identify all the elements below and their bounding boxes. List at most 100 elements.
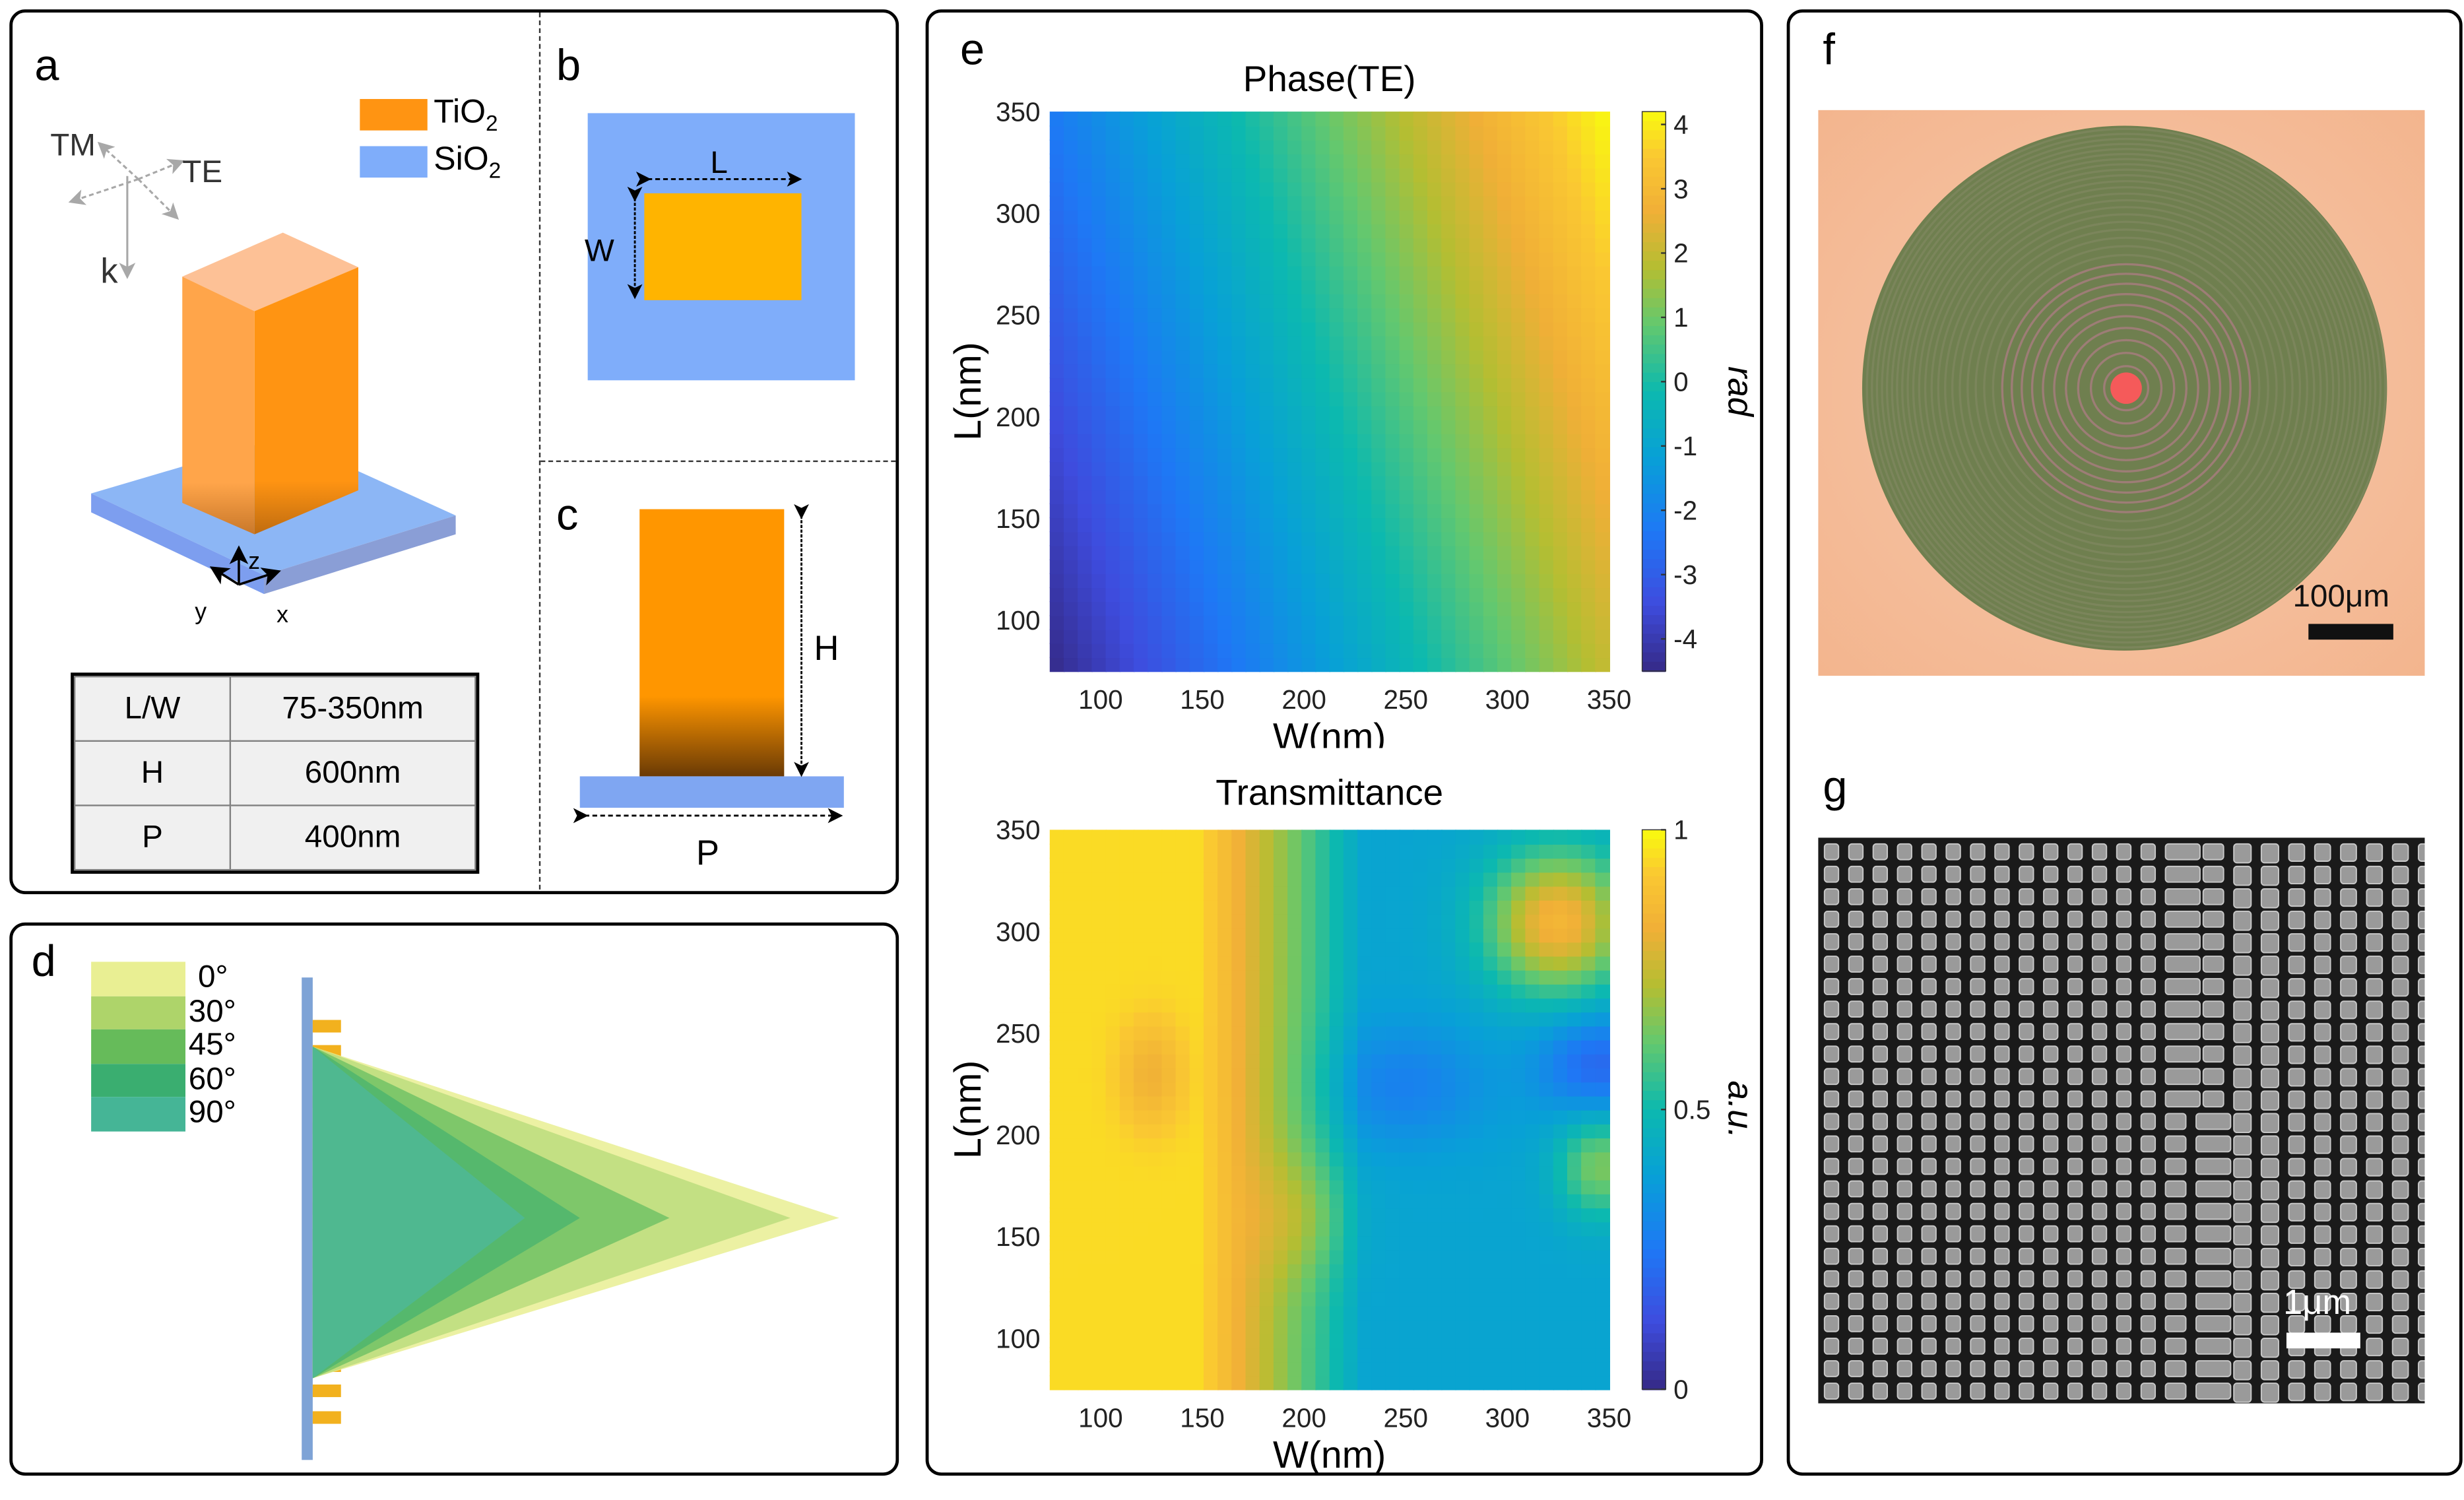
heatmap-cell bbox=[1581, 657, 1596, 672]
heatmap-cell bbox=[1105, 927, 1121, 943]
heatmap-cell bbox=[1455, 279, 1471, 295]
heatmap-cell bbox=[1469, 139, 1485, 155]
heatmap-cell bbox=[1371, 475, 1386, 490]
heatmap-cell bbox=[1091, 1039, 1107, 1055]
nanopillar bbox=[2116, 1315, 2132, 1332]
heatmap-cell bbox=[1567, 475, 1582, 490]
heatmap-cell bbox=[1175, 125, 1191, 141]
substrate-side-view bbox=[579, 776, 844, 808]
heatmap-cell bbox=[1063, 1207, 1079, 1223]
heatmap-cell bbox=[1469, 1291, 1485, 1307]
heatmap-cell bbox=[1049, 1165, 1065, 1181]
heatmap-cell bbox=[1301, 1319, 1316, 1334]
heatmap-cell bbox=[1148, 447, 1163, 463]
heatmap-cell bbox=[1399, 601, 1415, 616]
heatmap-cell bbox=[1511, 1039, 1526, 1055]
nanopillar bbox=[2391, 1135, 2409, 1154]
heatmap-cell bbox=[1497, 956, 1512, 971]
nanopillar bbox=[1848, 1113, 1864, 1130]
heatmap-cell bbox=[1315, 1207, 1331, 1223]
heatmap-cell bbox=[1483, 587, 1499, 603]
heatmap-cell bbox=[1329, 1039, 1345, 1055]
heatmap-cell bbox=[1427, 293, 1443, 309]
heatmap-cell bbox=[1427, 391, 1443, 407]
heatmap-cell bbox=[1413, 573, 1429, 589]
heatmap-cell bbox=[1231, 181, 1247, 197]
heatmap-cell bbox=[1189, 1011, 1205, 1027]
heatmap-cell bbox=[1161, 843, 1177, 859]
heatmap-cell bbox=[1539, 503, 1555, 519]
colorbar-segment bbox=[1642, 1268, 1666, 1279]
heatmap-cell bbox=[1273, 1165, 1289, 1181]
heatmap-cell bbox=[1483, 139, 1499, 155]
heatmap-cell bbox=[1427, 279, 1443, 295]
heatmap-cell bbox=[1329, 223, 1345, 239]
heatmap-cell bbox=[1469, 1361, 1485, 1377]
heatmap-cell bbox=[1553, 1347, 1569, 1363]
heatmap-cell bbox=[1245, 377, 1261, 393]
heatmap-cell bbox=[1343, 1123, 1359, 1139]
heatmap-cell bbox=[1119, 139, 1135, 155]
heatmap-cell bbox=[1399, 1375, 1415, 1390]
heatmap-cell bbox=[1343, 419, 1359, 434]
heatmap-cell bbox=[1371, 1123, 1386, 1139]
heatmap-cell bbox=[1441, 1137, 1456, 1153]
heatmap-cell bbox=[1301, 517, 1316, 533]
heatmap-cell bbox=[1245, 139, 1261, 155]
heatmap-cell bbox=[1148, 279, 1163, 295]
heatmap-cell bbox=[1189, 1263, 1205, 1279]
heatmap-cell bbox=[1175, 307, 1191, 323]
nanopillar bbox=[1848, 1202, 1864, 1220]
colorbar-segment bbox=[1642, 1286, 1666, 1297]
heatmap-cell bbox=[1497, 1235, 1512, 1251]
heatmap-cell bbox=[1133, 657, 1149, 672]
heatmap-cell bbox=[1189, 643, 1205, 659]
heatmap-cell bbox=[1329, 1067, 1345, 1083]
colorbar-segment bbox=[1642, 428, 1666, 440]
heatmap-cell bbox=[1427, 1361, 1443, 1377]
heatmap-cell bbox=[1091, 1137, 1107, 1153]
heatmap-cell bbox=[1133, 559, 1149, 574]
heatmap-cell bbox=[1581, 279, 1596, 295]
heatmap-cell bbox=[1427, 265, 1443, 280]
heatmap-cell bbox=[1343, 265, 1359, 280]
heatmap-cell bbox=[1091, 461, 1107, 476]
heatmap-cell bbox=[1148, 899, 1163, 915]
heatmap-cell bbox=[1357, 391, 1373, 407]
heatmap-cell bbox=[1413, 927, 1429, 943]
nanopillar bbox=[2091, 1113, 2108, 1130]
heatmap-cell bbox=[1483, 419, 1499, 434]
heatmap-cell bbox=[1078, 349, 1093, 365]
heatmap-cell bbox=[1133, 405, 1149, 420]
heatmap-cell bbox=[1245, 545, 1261, 560]
heatmap-cell bbox=[1161, 307, 1177, 323]
heatmap-cell bbox=[1455, 871, 1471, 887]
heatmap-cell bbox=[1371, 1039, 1386, 1055]
heatmap-cell bbox=[1413, 657, 1429, 672]
heatmap-cell bbox=[1287, 1305, 1303, 1321]
heatmap-cell bbox=[1049, 489, 1065, 504]
legend-sio2-swatch bbox=[360, 146, 428, 178]
colorbar-segment bbox=[1642, 1137, 1666, 1148]
heatmap-cell bbox=[1217, 899, 1233, 915]
heatmap-cell bbox=[1497, 1291, 1512, 1307]
heatmap-cell bbox=[1329, 377, 1345, 393]
heatmap-cell bbox=[1525, 997, 1541, 1013]
heatmap-cell bbox=[1049, 1053, 1065, 1069]
heatmap-cell bbox=[1245, 363, 1261, 379]
heatmap-cell bbox=[1287, 1039, 1303, 1055]
heatmap-cell bbox=[1203, 1095, 1219, 1111]
heatmap-cell bbox=[1539, 1249, 1555, 1264]
heatmap-cell bbox=[1287, 615, 1303, 630]
heatmap-cell bbox=[1203, 447, 1219, 463]
nanopillar bbox=[2366, 1180, 2383, 1199]
heatmap-cell bbox=[1133, 321, 1149, 337]
nanopillar bbox=[2116, 1225, 2132, 1243]
heatmap-cell bbox=[1483, 1319, 1499, 1334]
heatmap-cell bbox=[1063, 559, 1079, 574]
nanopillar bbox=[2340, 1292, 2357, 1312]
heatmap-cell bbox=[1315, 405, 1331, 420]
colorbar-tick-label: -1 bbox=[1673, 431, 1697, 461]
nanopillar bbox=[2091, 1292, 2108, 1310]
heatmap-cell bbox=[1371, 391, 1386, 407]
